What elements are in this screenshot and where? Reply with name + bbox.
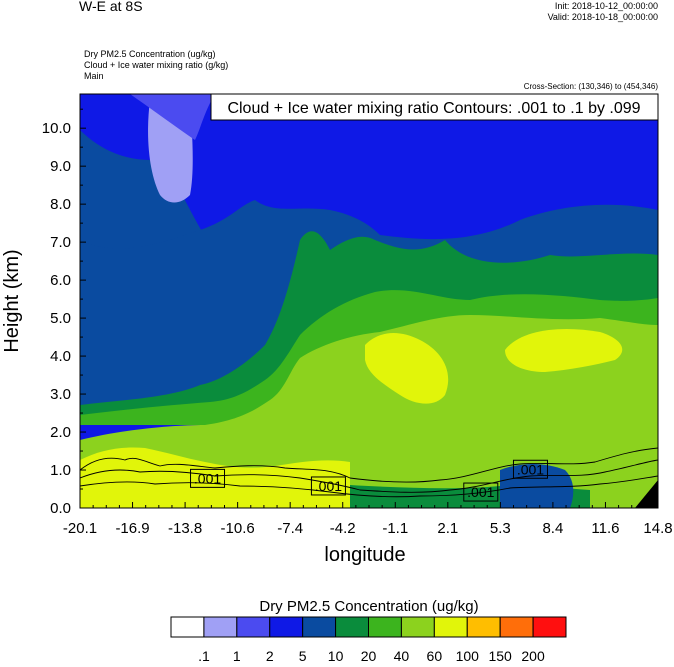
y-tick-label: 1.0 bbox=[50, 462, 71, 479]
contour-info-box bbox=[210, 93, 659, 121]
contour-line-3 bbox=[80, 475, 658, 498]
y-tick-label: 9.0 bbox=[50, 158, 71, 175]
x-tick-label: 14.8 bbox=[643, 520, 672, 537]
x-tick-label: -7.4 bbox=[277, 520, 303, 537]
colorbar-swatch bbox=[302, 616, 337, 638]
colorbar-title: Dry PM2.5 Concentration (ug/kg) bbox=[259, 598, 478, 615]
contour-label-box bbox=[512, 459, 548, 479]
x-tick-label: 11.6 bbox=[591, 520, 619, 537]
y-tick-label: 3.0 bbox=[50, 386, 71, 403]
y-tick-label: 5.0 bbox=[50, 310, 71, 327]
y-axis: 0.0 1.0 2.0 3.0 4.0 5.0 6.0 7.0 8.0 9.0 10.0 bbox=[42, 108, 86, 517]
contour-labels: .001 .001 .001 .001 bbox=[190, 459, 548, 502]
colorbar-swatch bbox=[269, 616, 304, 638]
init-time: Init: 2018-10-12_00:00:00 bbox=[554, 1, 658, 11]
contour-label-box bbox=[463, 482, 499, 502]
x-tick-label: -20.1 bbox=[63, 520, 97, 537]
y-axis-label: Height (km) bbox=[1, 249, 23, 352]
plot-title: W-E at 8S bbox=[79, 0, 143, 14]
contour-line-2 bbox=[80, 459, 658, 493]
contour-label: .001 bbox=[315, 478, 342, 494]
variable-line-1: Dry PM2.5 Concentration (ug/kg) bbox=[84, 49, 216, 59]
colorbar-swatch bbox=[499, 616, 534, 638]
colorbar-swatch bbox=[400, 616, 435, 638]
variable-line-3: Main bbox=[84, 71, 104, 81]
colorbar-swatch bbox=[466, 616, 501, 638]
contour-label-box bbox=[310, 476, 346, 496]
contour-label-box bbox=[190, 468, 226, 488]
contour-label: .001 bbox=[194, 470, 221, 486]
x-tick-label: -13.8 bbox=[168, 520, 202, 537]
colorbar-label: 60 bbox=[427, 648, 443, 664]
contour-label: .001 bbox=[467, 484, 494, 500]
colorbar-swatch bbox=[203, 616, 238, 638]
terrain-mask bbox=[635, 480, 658, 508]
colorbar: .1 1 2 5 10 20 40 60 100 150 200 bbox=[170, 616, 567, 664]
y-tick-label: 10.0 bbox=[42, 120, 71, 137]
colorbar-label: 20 bbox=[361, 648, 377, 664]
y-tick-label: 6.0 bbox=[50, 272, 71, 289]
y-tick-label: 0.0 bbox=[50, 500, 71, 517]
colorbar-label: 5 bbox=[299, 648, 307, 664]
x-tick-label: -16.9 bbox=[115, 520, 149, 537]
field-level-2-5 bbox=[130, 94, 215, 140]
valid-time: Valid: 2018-10-18_00:00:00 bbox=[547, 12, 658, 22]
colorbar-label: 40 bbox=[394, 648, 410, 664]
contour-line-1 bbox=[80, 447, 658, 483]
colorbar-label: 10 bbox=[328, 648, 344, 664]
colorbar-swatch bbox=[368, 616, 402, 638]
colorbar-swatch bbox=[433, 616, 468, 638]
colorbar-label: 150 bbox=[488, 648, 512, 664]
colorbar-swatch bbox=[236, 616, 271, 638]
field-level-100-150-surface bbox=[80, 447, 350, 508]
contour-label: .001 bbox=[517, 461, 544, 477]
contour-info-text: Cloud + Ice water mixing ratio Contours:… bbox=[227, 100, 640, 117]
x-tick-label: 5.3 bbox=[490, 520, 511, 537]
variable-info: Dry PM2.5 Concentration (ug/kg) Cloud + … bbox=[84, 49, 228, 82]
x-tick-label: -4.2 bbox=[330, 520, 356, 537]
field-level-100-150-b bbox=[505, 329, 623, 372]
colorbar-label: 100 bbox=[456, 648, 480, 664]
colorbar-label: .1 bbox=[198, 648, 210, 664]
colorbar-label: 2 bbox=[266, 648, 274, 664]
x-tick-label: 8.4 bbox=[542, 520, 563, 537]
colorbar-swatch bbox=[170, 616, 205, 638]
x-tick-label: 2.1 bbox=[437, 520, 458, 537]
x-tick-label: -10.6 bbox=[221, 520, 255, 537]
y-tick-label: 4.0 bbox=[50, 348, 71, 365]
variable-line-2: Cloud + Ice water mixing ratio (g/kg) bbox=[84, 60, 229, 70]
pm25-field bbox=[80, 94, 658, 508]
time-info: Init: 2018-10-12_00:00:00 Valid: 2018-10… bbox=[548, 1, 658, 23]
x-axis-label: longitude bbox=[324, 544, 405, 566]
colorbar-label: 1 bbox=[233, 648, 241, 664]
colorbar-swatch bbox=[335, 616, 370, 638]
y-tick-label: 2.0 bbox=[50, 424, 71, 441]
colorbar-label: 200 bbox=[521, 648, 545, 664]
x-tick-label: -1.1 bbox=[382, 520, 408, 537]
x-axis: -20.1 -16.9 -13.8 -10.6 -7.4 -4.2 -1.1 2.1 5.3 8.… bbox=[63, 502, 673, 537]
field-level-100-150-a bbox=[365, 333, 449, 404]
cloud-ice-contours bbox=[80, 447, 658, 498]
y-tick-label: 8.0 bbox=[50, 196, 71, 213]
cross-section-label: Cross-Section: (130,346) to (454,346) bbox=[523, 82, 658, 91]
colorbar-swatch bbox=[532, 616, 567, 638]
y-tick-label: 7.0 bbox=[50, 234, 71, 251]
